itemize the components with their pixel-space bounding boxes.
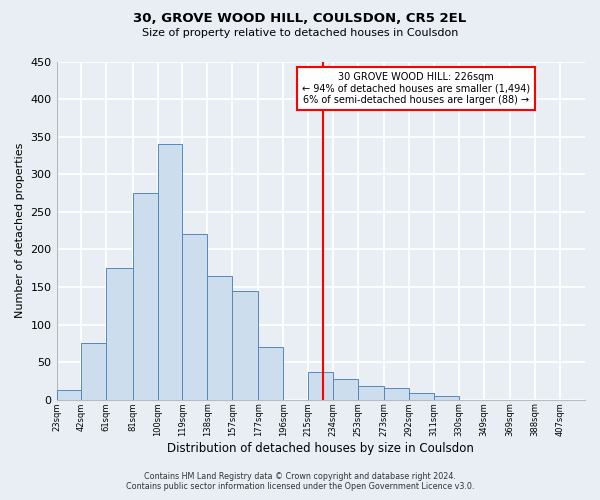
Bar <box>208 276 232 400</box>
Bar <box>232 290 259 400</box>
Text: Size of property relative to detached houses in Coulsdon: Size of property relative to detached ho… <box>142 28 458 38</box>
Bar <box>82 344 106 400</box>
Bar <box>133 193 158 400</box>
Text: 30 GROVE WOOD HILL: 226sqm
← 94% of detached houses are smaller (1,494)
6% of se: 30 GROVE WOOD HILL: 226sqm ← 94% of deta… <box>302 72 530 105</box>
Bar <box>259 347 283 400</box>
Bar <box>158 144 182 400</box>
Bar <box>308 372 333 400</box>
Bar <box>358 386 385 400</box>
Bar <box>333 378 358 400</box>
Bar <box>385 388 409 400</box>
Bar <box>56 390 82 400</box>
Text: 30, GROVE WOOD HILL, COULSDON, CR5 2EL: 30, GROVE WOOD HILL, COULSDON, CR5 2EL <box>133 12 467 26</box>
Bar <box>409 393 434 400</box>
Text: Contains HM Land Registry data © Crown copyright and database right 2024.
Contai: Contains HM Land Registry data © Crown c… <box>126 472 474 491</box>
Bar <box>182 234 208 400</box>
Y-axis label: Number of detached properties: Number of detached properties <box>15 143 25 318</box>
Bar <box>106 268 133 400</box>
Bar <box>434 396 459 400</box>
X-axis label: Distribution of detached houses by size in Coulsdon: Distribution of detached houses by size … <box>167 442 474 455</box>
